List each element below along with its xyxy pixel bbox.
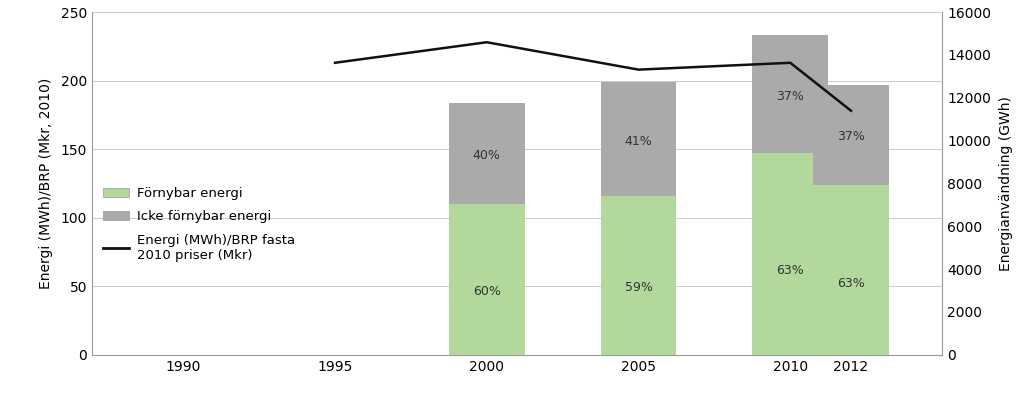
Text: 59%: 59% xyxy=(625,281,652,294)
Bar xyxy=(449,204,524,355)
Bar xyxy=(813,185,889,355)
Bar xyxy=(753,153,828,355)
Bar xyxy=(753,35,828,153)
Text: 60%: 60% xyxy=(473,285,501,298)
Bar xyxy=(449,102,524,204)
Bar xyxy=(813,85,889,185)
Y-axis label: Energi (MWh)/BRP (Mkr, 2010): Energi (MWh)/BRP (Mkr, 2010) xyxy=(39,78,52,289)
Legend: Förnybar energi, Icke förnybar energi, Energi (MWh)/BRP fasta
2010 priser (Mkr): Förnybar energi, Icke förnybar energi, E… xyxy=(103,187,296,262)
Y-axis label: Energianvändning (GWh): Energianvändning (GWh) xyxy=(999,96,1014,271)
Text: 37%: 37% xyxy=(776,90,804,103)
Bar xyxy=(601,196,677,355)
Text: 63%: 63% xyxy=(776,264,804,276)
Text: 40%: 40% xyxy=(473,149,501,162)
Text: 63%: 63% xyxy=(838,277,865,290)
Text: 37%: 37% xyxy=(837,130,865,143)
Text: 41%: 41% xyxy=(625,135,652,147)
Bar xyxy=(601,82,677,196)
